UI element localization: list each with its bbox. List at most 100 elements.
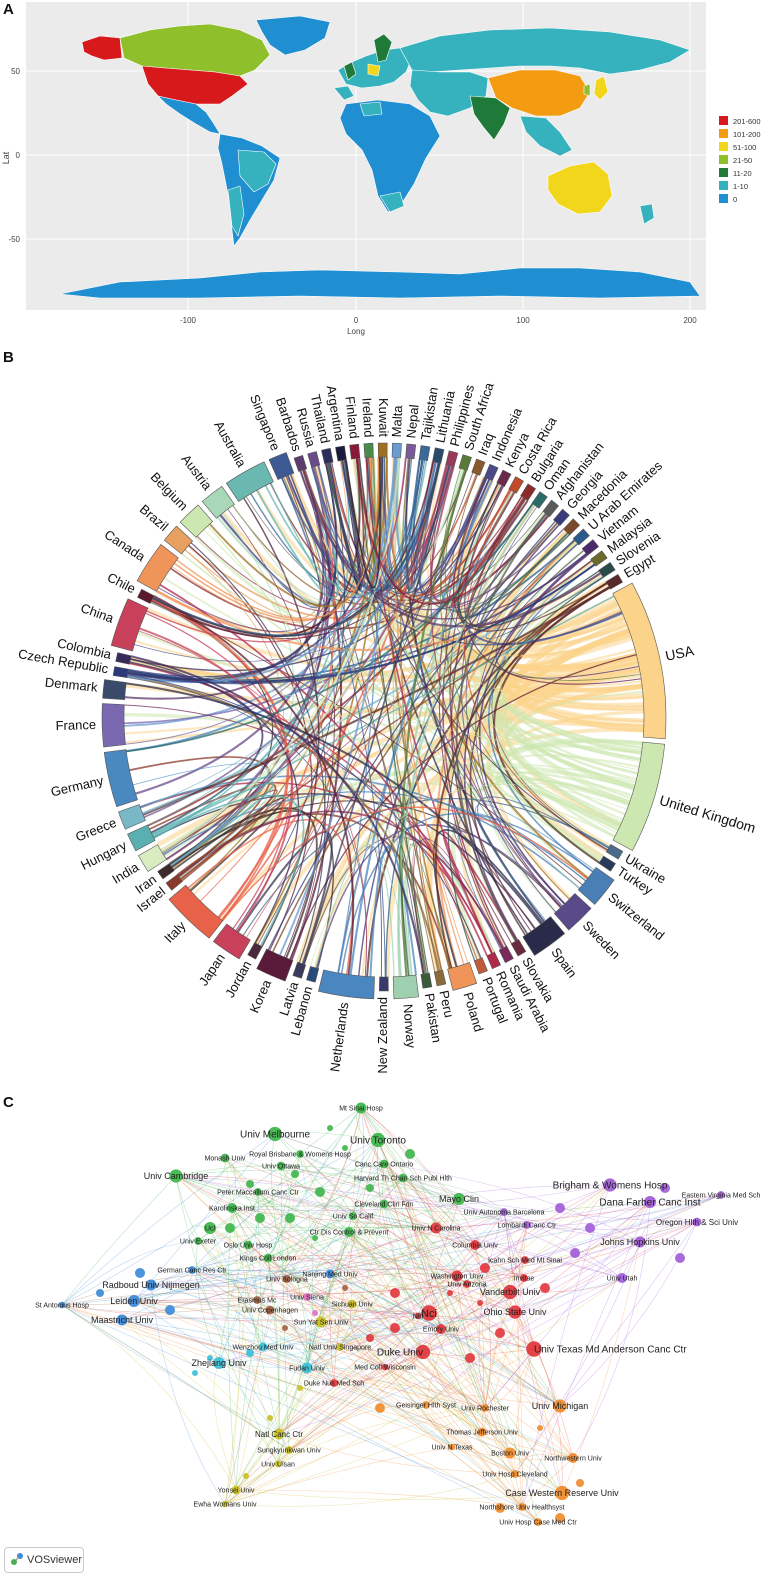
y-tick-50: 50 (11, 67, 20, 76)
network-link (278, 1277, 623, 1435)
network-link (175, 1175, 623, 1279)
map-axes: 50 0 -50 -100 0 100 200 Long Lat (1, 67, 697, 336)
network-node (660, 1183, 670, 1193)
country-label: Korea (247, 977, 275, 1015)
chord-link (507, 690, 643, 821)
network-link (224, 1157, 539, 1523)
network-link (348, 1231, 486, 1409)
network-node (422, 1401, 430, 1409)
chord-link (153, 793, 536, 929)
network-link (339, 1346, 563, 1494)
country-arc (118, 804, 146, 830)
country-arc (420, 972, 433, 989)
network-link (384, 1366, 486, 1409)
legend-swatch (719, 142, 728, 151)
network-link (288, 1366, 386, 1451)
network-link (425, 1348, 535, 1406)
network-node (315, 1187, 325, 1197)
country-arc (379, 976, 389, 992)
institution-label: Univ Toronto (350, 1136, 406, 1147)
network-link (133, 1177, 404, 1302)
network-link (197, 1240, 264, 1348)
chord-link (264, 460, 428, 597)
country-label: China (79, 600, 117, 626)
chord-link (130, 658, 300, 944)
country-label: Germany (49, 773, 105, 800)
country-arc (433, 969, 447, 987)
institution-label: Eastern Virginia Med Sch (682, 1192, 761, 1199)
country-arc (563, 518, 581, 536)
network-node (347, 1299, 357, 1309)
chord-link (466, 513, 558, 619)
network-node (342, 1145, 348, 1151)
network-link (209, 1227, 258, 1301)
chord-link (311, 466, 565, 611)
country-arc (572, 528, 590, 546)
network-link (474, 1244, 525, 1279)
institution-label: Leiden Univ (110, 1296, 158, 1306)
chord-link (479, 554, 588, 905)
country-arc (432, 447, 445, 464)
chord-link (426, 628, 631, 972)
network-node (523, 1221, 531, 1229)
institution-label: Wenzhou Med Univ (233, 1344, 294, 1351)
network-link (235, 1291, 511, 1491)
country-arc (605, 844, 624, 860)
country-label: Nepal (403, 404, 421, 439)
chord-link (398, 845, 428, 976)
network-node (355, 1102, 367, 1114)
institution-label: Univ Melbourne (240, 1130, 310, 1141)
country-arc (293, 454, 308, 472)
network-link (425, 1404, 516, 1475)
network-link (456, 1275, 511, 1454)
institution-label: Emory Univ (423, 1326, 460, 1333)
chord-link (142, 777, 274, 879)
network-link (348, 1231, 561, 1407)
network-link (267, 1257, 516, 1313)
network-link (456, 1194, 722, 1277)
panel-a-world-map: A (0, 0, 771, 345)
country-arc (157, 863, 175, 880)
country-label: Kuwait (376, 398, 391, 437)
chord-link (349, 479, 493, 975)
x-tick-200: 200 (683, 316, 697, 325)
network-node (421, 1305, 437, 1321)
legend-label: 0 (733, 195, 737, 204)
network-link (402, 1177, 523, 1508)
country-arc (612, 741, 666, 851)
chord-link (171, 800, 562, 908)
network-link (306, 1292, 329, 1323)
chord-link (435, 539, 576, 967)
country-label: France (55, 717, 96, 733)
network-node (135, 1268, 145, 1278)
chord-arcs (101, 442, 667, 1000)
network-node (207, 1355, 213, 1361)
network-link (435, 1184, 611, 1229)
network-link (286, 1278, 311, 1369)
network-node (273, 1428, 285, 1440)
network-link (402, 1177, 476, 1246)
network-link (61, 1299, 258, 1306)
network-link (224, 1157, 453, 1448)
country-greenland (255, 15, 331, 56)
network-link (348, 1231, 442, 1330)
country-chile-argentina (227, 185, 245, 237)
network-node (495, 1503, 505, 1513)
network-link (197, 1177, 404, 1242)
country-middle-east (409, 69, 489, 117)
chord-link (438, 477, 505, 948)
chord-link (366, 457, 440, 590)
network-link (235, 1198, 460, 1491)
chord-link (315, 844, 395, 977)
network-node (263, 1253, 273, 1263)
network-link (257, 1191, 264, 1348)
network-link (267, 1198, 460, 1259)
network-link (235, 1489, 523, 1508)
network-link (320, 1221, 698, 1323)
network-link (306, 1177, 404, 1369)
network-link (639, 1217, 698, 1243)
network-link (175, 1175, 350, 1233)
chord-link (331, 462, 608, 851)
network-node (481, 1404, 489, 1412)
network-link (299, 1153, 523, 1508)
